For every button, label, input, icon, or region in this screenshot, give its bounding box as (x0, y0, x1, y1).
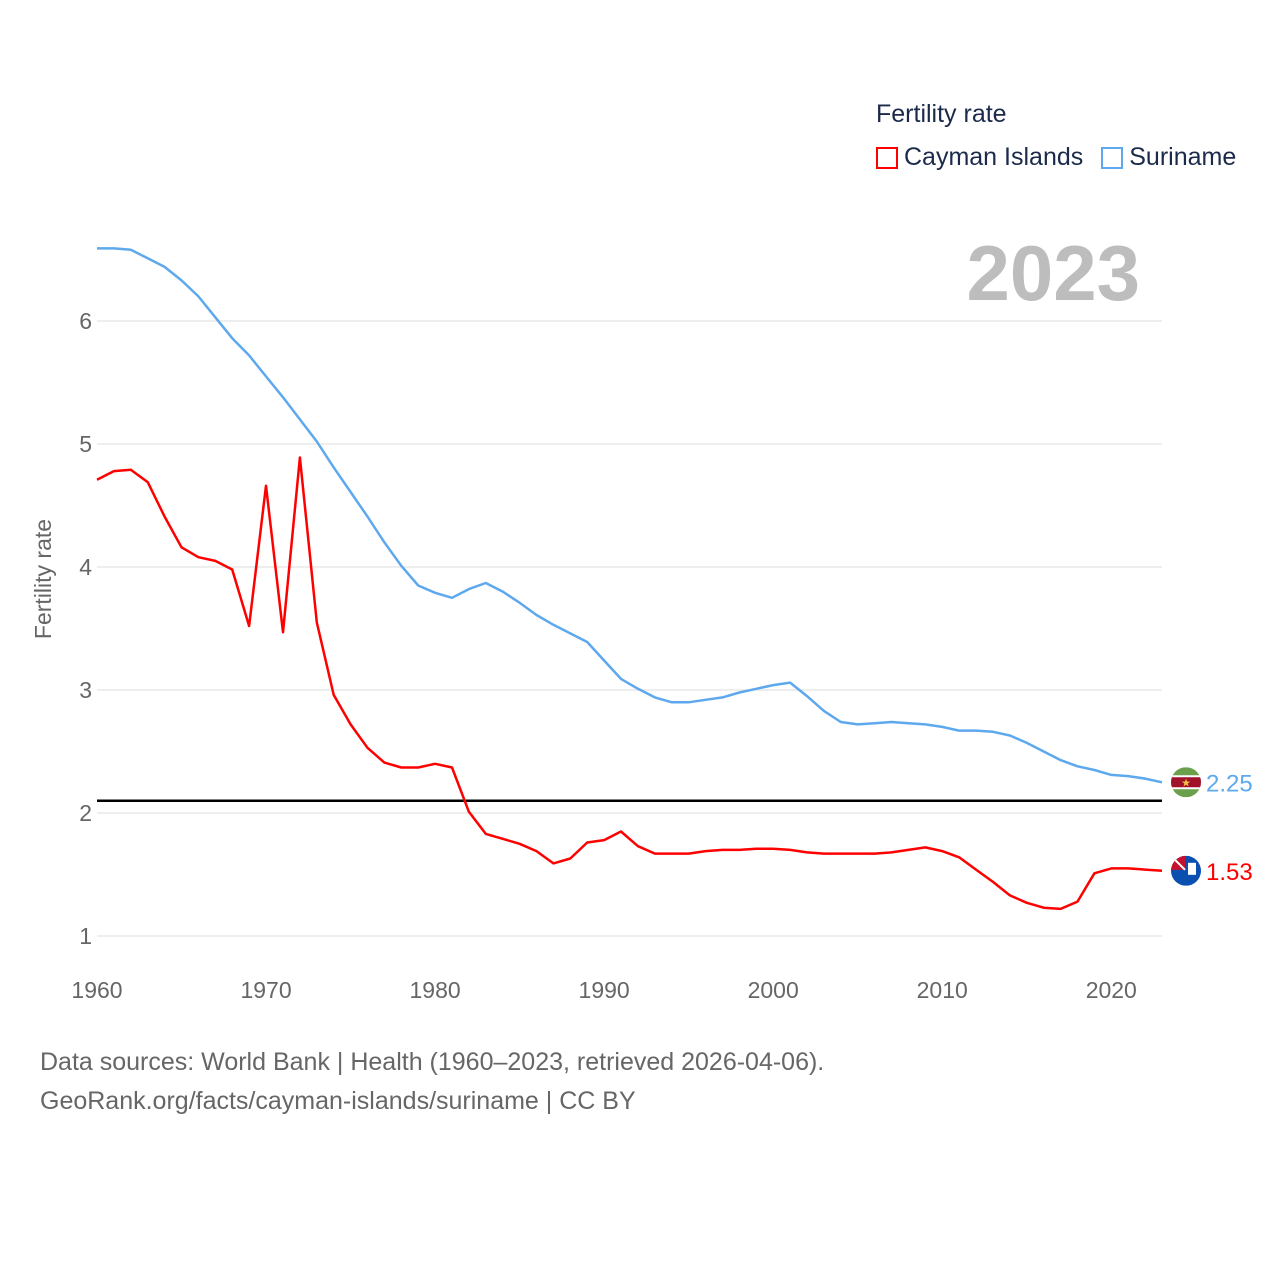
legend-item-cayman-islands[interactable]: Cayman Islands (876, 143, 1083, 172)
x-tick-label: 1960 (71, 977, 122, 1003)
legend-swatch-suriname (1101, 146, 1124, 169)
y-tick-label: 3 (79, 677, 92, 703)
y-tick-label: 6 (79, 308, 92, 334)
series-line-suriname (97, 247, 1163, 784)
x-tick-label: 1980 (410, 977, 461, 1003)
data-sources-text: Data sources: World Bank | Health (1960–… (40, 1048, 825, 1076)
current-year-label: 2023 (966, 229, 1140, 317)
y-tick-label: 1 (79, 923, 92, 949)
cayman-islands-flag-icon (1171, 855, 1201, 886)
y-tick-label: 4 (79, 554, 92, 580)
y-tick-label: 2 (79, 800, 92, 826)
suriname-flag-icon: ★ (1171, 767, 1201, 798)
legend-swatch-cayman-islands (876, 146, 898, 169)
legend-title: Fertility rate (876, 100, 1007, 128)
x-tick-label: 2020 (1086, 977, 1137, 1003)
legend-label: Suriname (1129, 143, 1237, 171)
series-line-cayman-islands (96, 456, 1163, 911)
x-tick-label: 1970 (240, 977, 291, 1003)
x-tick-label: 2000 (748, 977, 799, 1003)
y-axis-label: Fertility rate (30, 519, 56, 639)
legend: Cayman Islands Suriname (876, 143, 1236, 172)
x-tick-label: 1990 (579, 977, 630, 1003)
y-tick-label: 5 (79, 431, 92, 457)
x-tick-label: 2010 (917, 977, 968, 1003)
end-value-label: 1.53 (1206, 859, 1253, 886)
footer-source: Data sources: World Bank | Health (1960–… (40, 1043, 824, 1121)
attribution-link[interactable]: GeoRank.org/facts/cayman-islands/surinam… (40, 1087, 636, 1115)
end-value-label: 2.25 (1206, 770, 1253, 797)
svg-text:★: ★ (1181, 777, 1191, 789)
legend-item-suriname[interactable]: Suriname (1101, 143, 1236, 172)
legend-label: Cayman Islands (904, 143, 1084, 171)
